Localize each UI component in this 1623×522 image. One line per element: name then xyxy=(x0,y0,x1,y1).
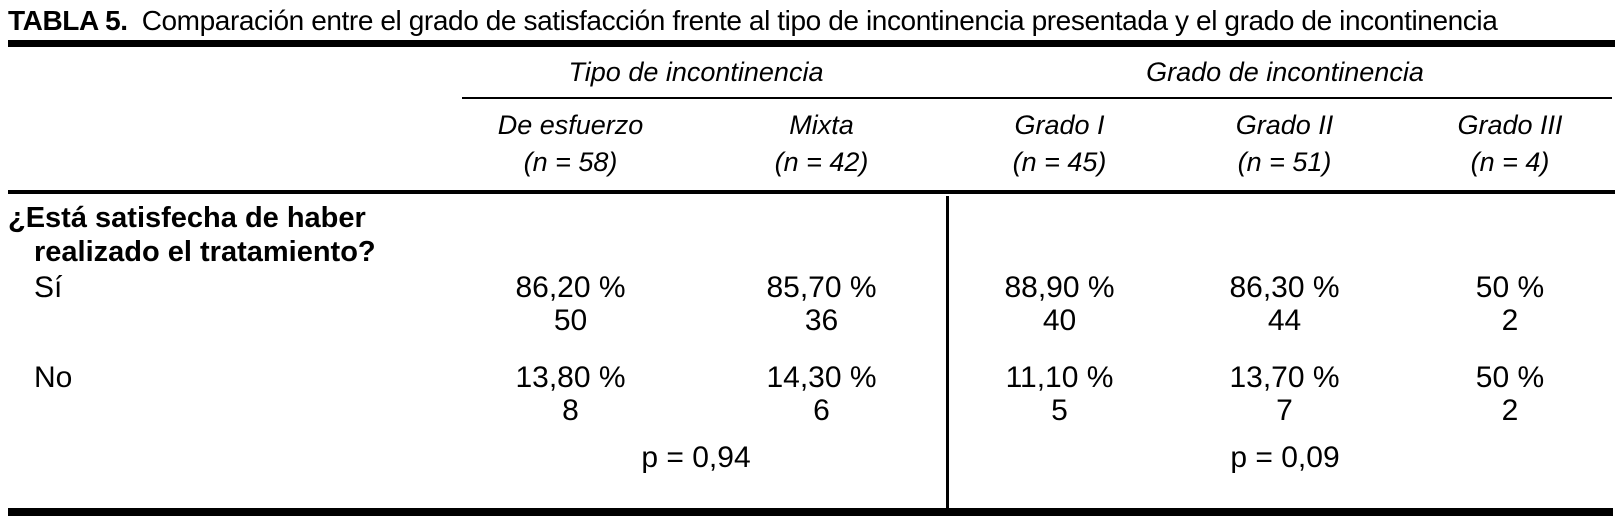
column-n: (n = 45) xyxy=(1012,147,1107,177)
cell-no-mixta: 14,30 % 6 xyxy=(696,361,947,427)
column-group-tipo: Tipo de incontinencia xyxy=(568,56,824,87)
cell-percent: 50 % xyxy=(1475,361,1545,394)
cell-count: 2 xyxy=(1501,394,1519,427)
column-n: (n = 51) xyxy=(1237,147,1332,177)
column-header-mixta: Mixta (n = 42) xyxy=(696,107,947,181)
column-group-header-row: Tipo de incontinencia Grado de incontine… xyxy=(0,47,1623,97)
column-name: Grado II xyxy=(1235,110,1334,140)
cell-no-grado-iii: 50 % 2 xyxy=(1397,361,1623,427)
row-label-si: Sí xyxy=(34,271,63,304)
group-vertical-divider xyxy=(946,196,949,508)
cell-percent: 50 % xyxy=(1475,271,1545,304)
column-header-grado-ii: Grado II (n = 51) xyxy=(1172,107,1397,181)
column-group-grado: Grado de incontinencia xyxy=(1146,56,1424,87)
cell-count: 36 xyxy=(804,304,839,337)
cell-si-de-esfuerzo: 86,20 % 50 xyxy=(445,271,696,337)
p-value-tipo: p = 0,94 xyxy=(641,441,751,474)
bottom-rule xyxy=(8,508,1613,516)
cell-percent: 11,10 % xyxy=(1005,361,1114,394)
column-name: Grado I xyxy=(1014,110,1105,140)
p-value-row: p = 0,94 p = 0,09 xyxy=(0,441,1623,479)
cell-count: 40 xyxy=(1042,304,1077,337)
cell-count: 6 xyxy=(813,394,830,427)
header-body-rule xyxy=(8,190,1615,194)
p-value-spacer xyxy=(0,441,445,479)
cell-count: 50 xyxy=(553,304,588,337)
cell-si-grado-iii: 50 % 2 xyxy=(1397,271,1623,337)
cell-percent: 86,30 % xyxy=(1229,271,1340,304)
cell-percent: 88,90 % xyxy=(1004,271,1115,304)
cell-count: 44 xyxy=(1267,304,1302,337)
cell-si-grado-i: 88,90 % 40 xyxy=(947,271,1172,337)
row-label-no: No xyxy=(34,361,73,394)
column-header-grado-i: Grado I (n = 45) xyxy=(947,107,1172,181)
table-title: TABLA 5. Comparación entre el grado de sa… xyxy=(0,0,1623,40)
column-n: (n = 4) xyxy=(1470,147,1550,177)
question-label-line1: ¿Está satisfecha de haber xyxy=(8,202,366,234)
table-row-si: Sí 86,20 % 50 85,70 % 36 88,90 % 40 86,3… xyxy=(0,271,1623,337)
column-n: (n = 58) xyxy=(523,147,618,177)
cell-percent: 13,80 % xyxy=(515,361,626,394)
column-header-spacer xyxy=(0,107,445,181)
cell-no-grado-ii: 13,70 % 7 xyxy=(1172,361,1397,427)
cell-no-de-esfuerzo: 13,80 % 8 xyxy=(445,361,696,427)
cell-count: 5 xyxy=(1051,394,1068,427)
cell-si-grado-ii: 86,30 % 44 xyxy=(1172,271,1397,337)
cell-percent: 86,20 % xyxy=(515,271,626,304)
cell-no-grado-i: 11,10 % 5 xyxy=(947,361,1172,427)
cell-count: 8 xyxy=(562,394,579,427)
cell-count: 7 xyxy=(1276,394,1293,427)
table-title-label: TABLA 5. xyxy=(8,5,128,36)
cell-percent: 14,30 % xyxy=(766,361,877,394)
column-name: Mixta xyxy=(789,110,854,140)
table-title-text: Comparación entre el grado de satisfacci… xyxy=(141,5,1498,36)
cell-percent: 13,70 % xyxy=(1229,361,1340,394)
p-value-grado: p = 0,09 xyxy=(1230,441,1340,474)
column-name: Grado III xyxy=(1457,110,1563,140)
column-header-de-esfuerzo: De esfuerzo (n = 58) xyxy=(445,107,696,181)
group-header-underline xyxy=(462,97,1612,99)
column-name: De esfuerzo xyxy=(497,110,644,140)
column-header-row: De esfuerzo (n = 58) Mixta (n = 42) Grad… xyxy=(0,99,1623,190)
question-label-line2: realizado el tratamiento? xyxy=(34,236,376,268)
cell-si-mixta: 85,70 % 36 xyxy=(696,271,947,337)
cell-count: 2 xyxy=(1501,304,1519,337)
top-rule xyxy=(8,40,1615,47)
cell-percent: 85,70 % xyxy=(766,271,877,304)
column-header-grado-iii: Grado III (n = 4) xyxy=(1397,107,1623,181)
table-row-no: No 13,80 % 8 14,30 % 6 11,10 % 5 13,70 %… xyxy=(0,361,1623,427)
column-n: (n = 42) xyxy=(774,147,869,177)
